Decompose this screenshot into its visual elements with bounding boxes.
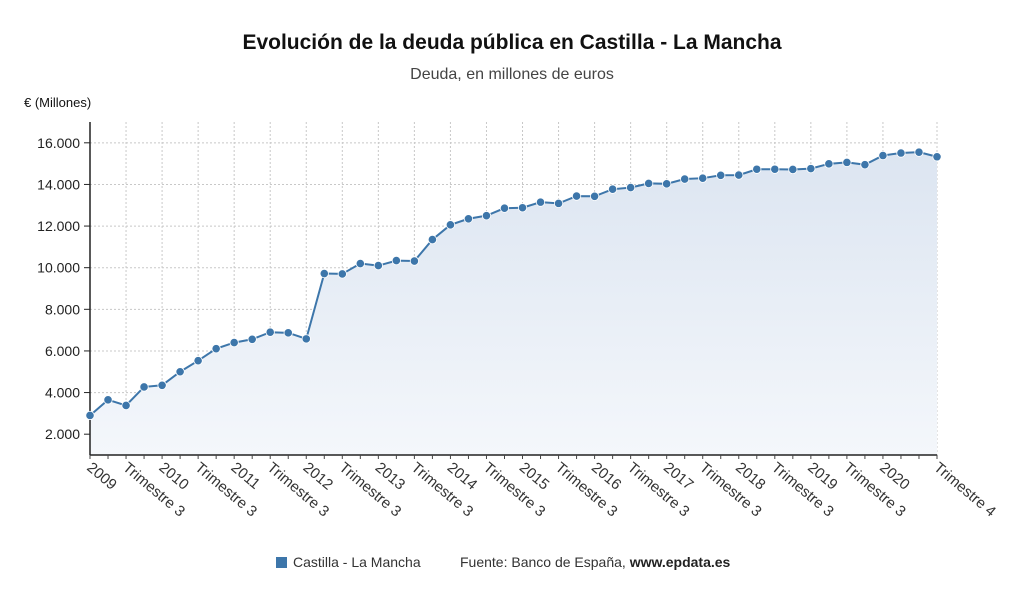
data-point bbox=[283, 328, 293, 338]
y-axis: 2.000 4.000 6.000 8.000 10.000 12.000 14.000 16… bbox=[37, 122, 91, 455]
data-point bbox=[391, 256, 401, 266]
data-point bbox=[481, 211, 492, 221]
data-point bbox=[644, 178, 654, 188]
data-point bbox=[355, 258, 365, 269]
data-point bbox=[896, 148, 906, 158]
data-point bbox=[193, 356, 203, 366]
data-point bbox=[319, 268, 329, 279]
source-site: www.epdata.es bbox=[629, 554, 731, 570]
data-point bbox=[427, 234, 438, 245]
data-point bbox=[463, 214, 474, 224]
data-point bbox=[806, 164, 816, 174]
data-point bbox=[535, 197, 546, 207]
data-point bbox=[698, 173, 708, 183]
data-point bbox=[571, 191, 582, 201]
y-tick-label: 6.000 bbox=[45, 343, 80, 359]
data-point bbox=[265, 327, 275, 337]
x-tick-label: Trimestre 4 bbox=[930, 459, 999, 520]
data-point bbox=[157, 380, 167, 390]
data-point bbox=[409, 256, 419, 266]
data-point bbox=[175, 367, 185, 377]
y-tick-label: 10.000 bbox=[37, 260, 80, 276]
data-point bbox=[680, 174, 690, 184]
source-label: Fuente: Banco de España, bbox=[460, 554, 626, 570]
source-text: Fuente: Banco de España, www.epdata.es bbox=[460, 554, 731, 570]
data-point bbox=[103, 395, 113, 405]
series-area bbox=[90, 152, 937, 455]
data-point bbox=[139, 382, 149, 392]
legend: Castilla - La Mancha Fuente: Banco de Es… bbox=[276, 554, 731, 570]
x-tick-label: 2009 bbox=[83, 459, 119, 493]
data-point bbox=[337, 269, 347, 279]
y-tick-label: 2.000 bbox=[45, 426, 80, 442]
y-tick-label: 12.000 bbox=[37, 218, 80, 234]
data-point bbox=[716, 170, 726, 180]
data-point bbox=[662, 179, 672, 189]
y-axis-label: € (Millones) bbox=[24, 95, 91, 110]
data-point bbox=[553, 198, 564, 208]
data-point bbox=[734, 170, 744, 180]
data-point bbox=[211, 344, 221, 354]
data-point bbox=[626, 182, 636, 193]
data-point bbox=[860, 160, 870, 170]
data-point bbox=[608, 184, 618, 194]
chart-subtitle: Deuda, en millones de euros bbox=[410, 66, 614, 83]
data-point bbox=[499, 203, 510, 213]
data-point bbox=[517, 203, 528, 213]
data-point bbox=[842, 157, 852, 167]
chart-title: Evolución de la deuda pública en Castill… bbox=[242, 31, 781, 54]
data-point bbox=[229, 338, 239, 348]
data-point bbox=[247, 334, 257, 344]
data-point bbox=[445, 220, 456, 230]
data-point bbox=[824, 159, 834, 169]
y-tick-label: 16.000 bbox=[37, 135, 80, 151]
data-point bbox=[373, 261, 383, 271]
series-points bbox=[85, 147, 942, 421]
data-point bbox=[85, 410, 95, 421]
data-point bbox=[878, 150, 888, 161]
data-point bbox=[752, 164, 762, 174]
data-point bbox=[770, 164, 780, 174]
data-point bbox=[589, 191, 600, 201]
legend-swatch bbox=[276, 557, 287, 568]
data-point bbox=[121, 400, 131, 411]
data-point bbox=[914, 147, 924, 157]
data-point bbox=[301, 334, 311, 344]
y-tick-label: 14.000 bbox=[37, 176, 80, 192]
data-point bbox=[788, 164, 798, 175]
y-tick-label: 4.000 bbox=[45, 385, 80, 401]
legend-series-label: Castilla - La Mancha bbox=[293, 554, 421, 570]
y-tick-label: 8.000 bbox=[45, 301, 80, 317]
data-point bbox=[932, 152, 942, 162]
